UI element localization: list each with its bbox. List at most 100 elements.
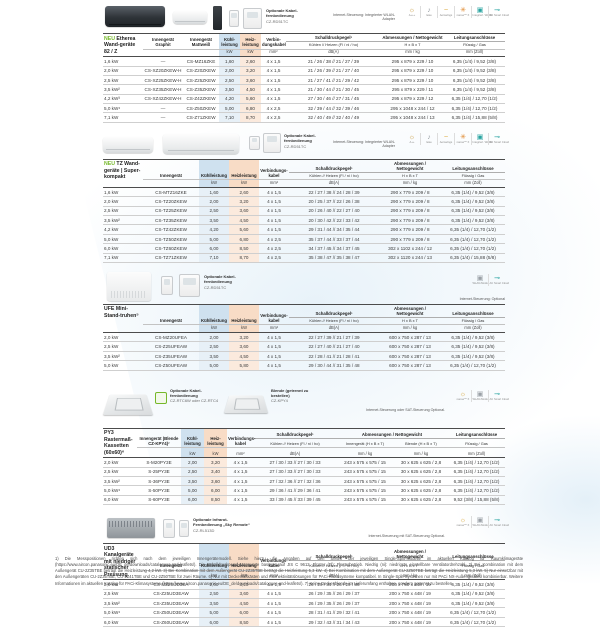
wlan-module-icon: ▣ WLAN-Modul [472, 274, 489, 285]
remote-caption: Optionale Kabel-fernbedienung CZ-RD51TC [266, 8, 314, 24]
table-cell: 4 x 1,5 [261, 66, 286, 76]
table-cell: 6,35 (1/4) / 9,52 (3/8) [441, 589, 505, 600]
table-cell: — [143, 56, 183, 67]
table-row: 6,0 kW CS-Z60UD3EAW 6,00 8,50 4 x 1,5 29 / 32… [103, 617, 505, 627]
product-image-band: Optionale Infrarot-Fernbedienung „Sky Re… [103, 514, 509, 543]
table-cell: 35 / 37 / 44 // 33 / 37 / 44 [289, 234, 379, 245]
table-cell: 2,00 [199, 196, 229, 207]
table-cell: 1,6 kW [103, 187, 143, 198]
table-cell: CS-Z50UD3EAW [143, 607, 199, 618]
section-title: NEU TZ Wand-geräte | Super-kompakt [103, 159, 143, 188]
table-cell: 6,35 (1/4) / 12,70 (1/2) [444, 94, 505, 105]
section-title: UD3 Kanalgeräte mit niedriger statischer… [103, 543, 143, 581]
energy-rating-icon: ☼ A+++ [408, 7, 416, 17]
column-header: Heizleistung [229, 543, 259, 571]
table-cell: 295 x 879 x 229 / 10 [381, 66, 444, 76]
catalog-page: Optionale Kabel-fernbedienung CZ-RD51TC … [0, 0, 600, 600]
remote-caption-model: CZ-RD51TC [266, 18, 289, 24]
feature-icons: ▣ WLAN-Modul ⊸ AC Smart Cloud [472, 273, 509, 292]
table-cell: 302 x 1120 x 244 / 13 [379, 253, 441, 263]
table-cell: S-M20PY3E [137, 457, 181, 468]
table-cell: 6,35 (1/4) / 12,70 (1/2) [444, 103, 505, 114]
table-row: 2,0 kW S-M20PY3E 2,00 3,20 4 x 1,5 27 / 30 / … [103, 457, 506, 468]
column-subheader: H x B x T [402, 172, 418, 178]
nanoe-icon: ☼ nanoe™ X [456, 390, 470, 401]
table-cell: S-36PY3E [137, 476, 181, 487]
table-cell: 6,35 (1/4) / 12,70 (1/2) [448, 476, 506, 487]
spec-table-wrap: NEU TZ Wand-geräte | Super-kompakt Inneng… [103, 158, 505, 263]
table-row: 2,0 kW CS-MZ20UFEA 2,00 3,20 4 x 1,5 22 / 27 … [103, 332, 505, 343]
table-cell: 5,0 kW⁴ [103, 607, 143, 618]
feature-icons: ☼ nanoe™ X ▣ WLAN-Modul ⊸ AC Smart Cloud [455, 389, 509, 408]
table-cell: 2,5 kW [103, 206, 143, 217]
table-row: 3,5 kW² CS-Z35UFEAW 3,50 4,50 4 x 1,5 22 / 28… [103, 351, 505, 362]
column-unit: mm / kg [336, 447, 394, 459]
table-cell: 3,60 [229, 589, 259, 600]
table-cell: 4,20 [199, 224, 229, 235]
table-cell: 7,1 kW [103, 112, 143, 123]
column-header: Abmessungen / Nettogewicht [379, 304, 441, 319]
table-cell: CS-TZ20ZKEW [143, 196, 199, 207]
table-cell: 5,80 [229, 360, 259, 371]
cassette-unit-image [103, 393, 153, 415]
wired-remote-image [243, 8, 262, 29]
column-unit: mm (Zoll) [444, 48, 505, 58]
table-cell: 30 x 625 x 625 / 2,8 [394, 495, 449, 506]
table-cell: CS-TZ71ZKEW [143, 253, 199, 263]
column-subheader: Flüssig / Gas [461, 318, 485, 324]
table-cell: 2,50 [199, 341, 229, 352]
remote-caption-model: CZ-RD51TC [204, 284, 227, 290]
table-cell: 30 x 625 x 625 / 2,8 [394, 457, 449, 468]
table-cell: 6,35 (1/4) / 12,70 (1/2) [441, 243, 505, 254]
section-title: NEU Etherea Wand-geräte 82 / Z [103, 33, 143, 58]
wall-unit-small-image [103, 136, 153, 153]
column-unit: kW [229, 179, 259, 188]
table-row: 2,5 kW CS-Z25UD3EAW 2,50 3,60 4 x 1,5 26 / 29… [103, 589, 505, 600]
table-cell: 4,2 kW [103, 224, 143, 235]
wlan-module-icon: ▣ WLAN-Modul [471, 389, 489, 402]
table-cell: CS-Z20ZKEW [183, 66, 219, 76]
column-header: Heiz-leistung [240, 33, 261, 50]
table-cell: 290 x 779 x 209 / 8 [379, 206, 441, 217]
table-cell: 35 / 38 / 47 // 35 / 38 / 47 [289, 253, 379, 263]
table-cell: CS-MZ20UD3EA [143, 579, 199, 590]
table-cell: CS-Z60UD3EAW [143, 617, 199, 627]
column-header: Innengerät [160, 173, 182, 179]
column-header: Schalldruckpegel¹ [289, 304, 379, 319]
table-cell: 6,35 (1/4) / 9,52 (3/8) [444, 66, 505, 76]
column-header: Leitungsanschlüsse [441, 304, 505, 319]
table-cell: 6,35 (1/4) / 9,52 (3/8) [444, 56, 505, 67]
table-cell: 4 x 1,5 [259, 607, 289, 618]
table-cell: 4 x 1,5 [261, 56, 286, 67]
remote-caption-text: Optionale Kabel-fernbedienung [170, 387, 202, 398]
remote-control-image-2 [179, 520, 189, 538]
table-cell: 6,0 kW [103, 495, 137, 506]
table-row: 5,0 kW CS-Z50UFEAW 5,00 5,80 4 x 1,5 29 / 30 … [103, 360, 505, 371]
spec-table-wrap: PY3 Rastermaß-Kassetten (60x60)⁶ Innenger… [103, 427, 506, 506]
table-cell: CS-TZ35ZKEW [143, 215, 199, 226]
feature-icons: ☼ A+++ ♪ leise ~ Aerowings ✳ nanoe™ X ▣ Integrier… [404, 6, 509, 24]
column-unit: mm (Zoll) [448, 447, 506, 459]
column-header: Schalldruckpegel¹ [289, 159, 379, 174]
nanoe-icon: ✳ nanoe™ X [454, 132, 471, 145]
table-cell: 9,52 (3/8) / 15,88 (5/8) [448, 495, 506, 506]
table-cell: S-60PY3E [137, 495, 181, 506]
table-cell: 3,20 [229, 332, 259, 343]
table-cell: 6,35 (1/4) / 9,52 (3/8) [441, 215, 505, 226]
wlan-module-icon: ▣ WLAN-Modul [471, 516, 489, 529]
table-row: 3,5 kW² CS-XZ35ZKEW-H CS-Z35ZKEW 3,50 4,50 4 … [103, 84, 505, 95]
footnotes: 1) Die Messpositionen richten sich nach … [55, 556, 523, 586]
table-cell: 4 x 2,5 [259, 253, 289, 263]
table-cell: 7,1 kW [103, 253, 143, 263]
table-cell: CS-MZ20UFEA [143, 332, 199, 343]
table-cell: 3,20 [240, 66, 261, 76]
table-cell: 5,00 [199, 607, 229, 618]
table-cell: 6,80 [229, 234, 259, 245]
table-cell: 7,10 [199, 253, 229, 263]
wall-unit-large-image [163, 133, 239, 154]
table-cell: 2,5 kW [103, 467, 137, 478]
table-cell: 6,35 (1/4) / 9,52 (3/8) [444, 75, 505, 86]
table-cell: 4,50 [229, 215, 259, 226]
table-cell: CS-Z50ZKEW [183, 103, 219, 114]
wlan-icon: ▣ Integriert. WLAN [471, 6, 493, 18]
